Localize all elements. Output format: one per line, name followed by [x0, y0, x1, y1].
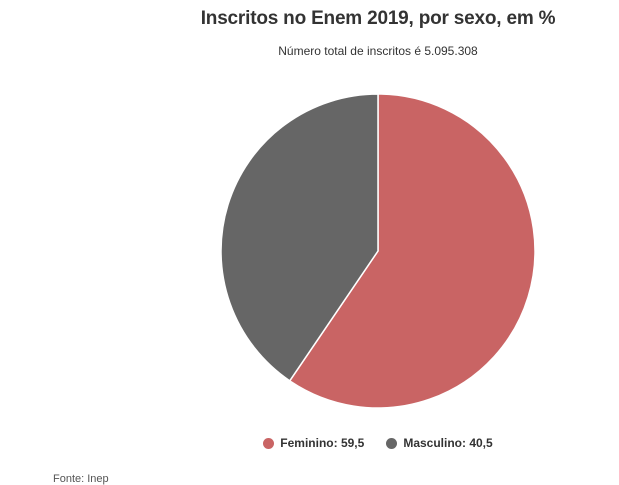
chart-subtitle: Número total de inscritos é 5.095.308	[278, 44, 478, 58]
legend-item-feminino[interactable]: Feminino: 59,5	[263, 436, 364, 450]
pie-slice-masculino[interactable]	[220, 93, 379, 382]
chart-title: Inscritos no Enem 2019, por sexo, em %	[200, 8, 556, 29]
legend-swatch-masculino	[386, 437, 398, 449]
chart-source: Fonte: Inep	[53, 473, 109, 485]
pie-slice-feminino[interactable]	[289, 93, 536, 409]
legend-label-masculino: Masculino: 40,5	[403, 436, 493, 450]
legend-item-masculino[interactable]: Masculino: 40,5	[386, 436, 493, 450]
legend-label-feminino: Feminino: 59,5	[280, 436, 365, 450]
chart-legend: Feminino: 59,5 Masculino: 40,5	[0, 436, 619, 450]
legend-swatch-feminino	[263, 437, 275, 449]
